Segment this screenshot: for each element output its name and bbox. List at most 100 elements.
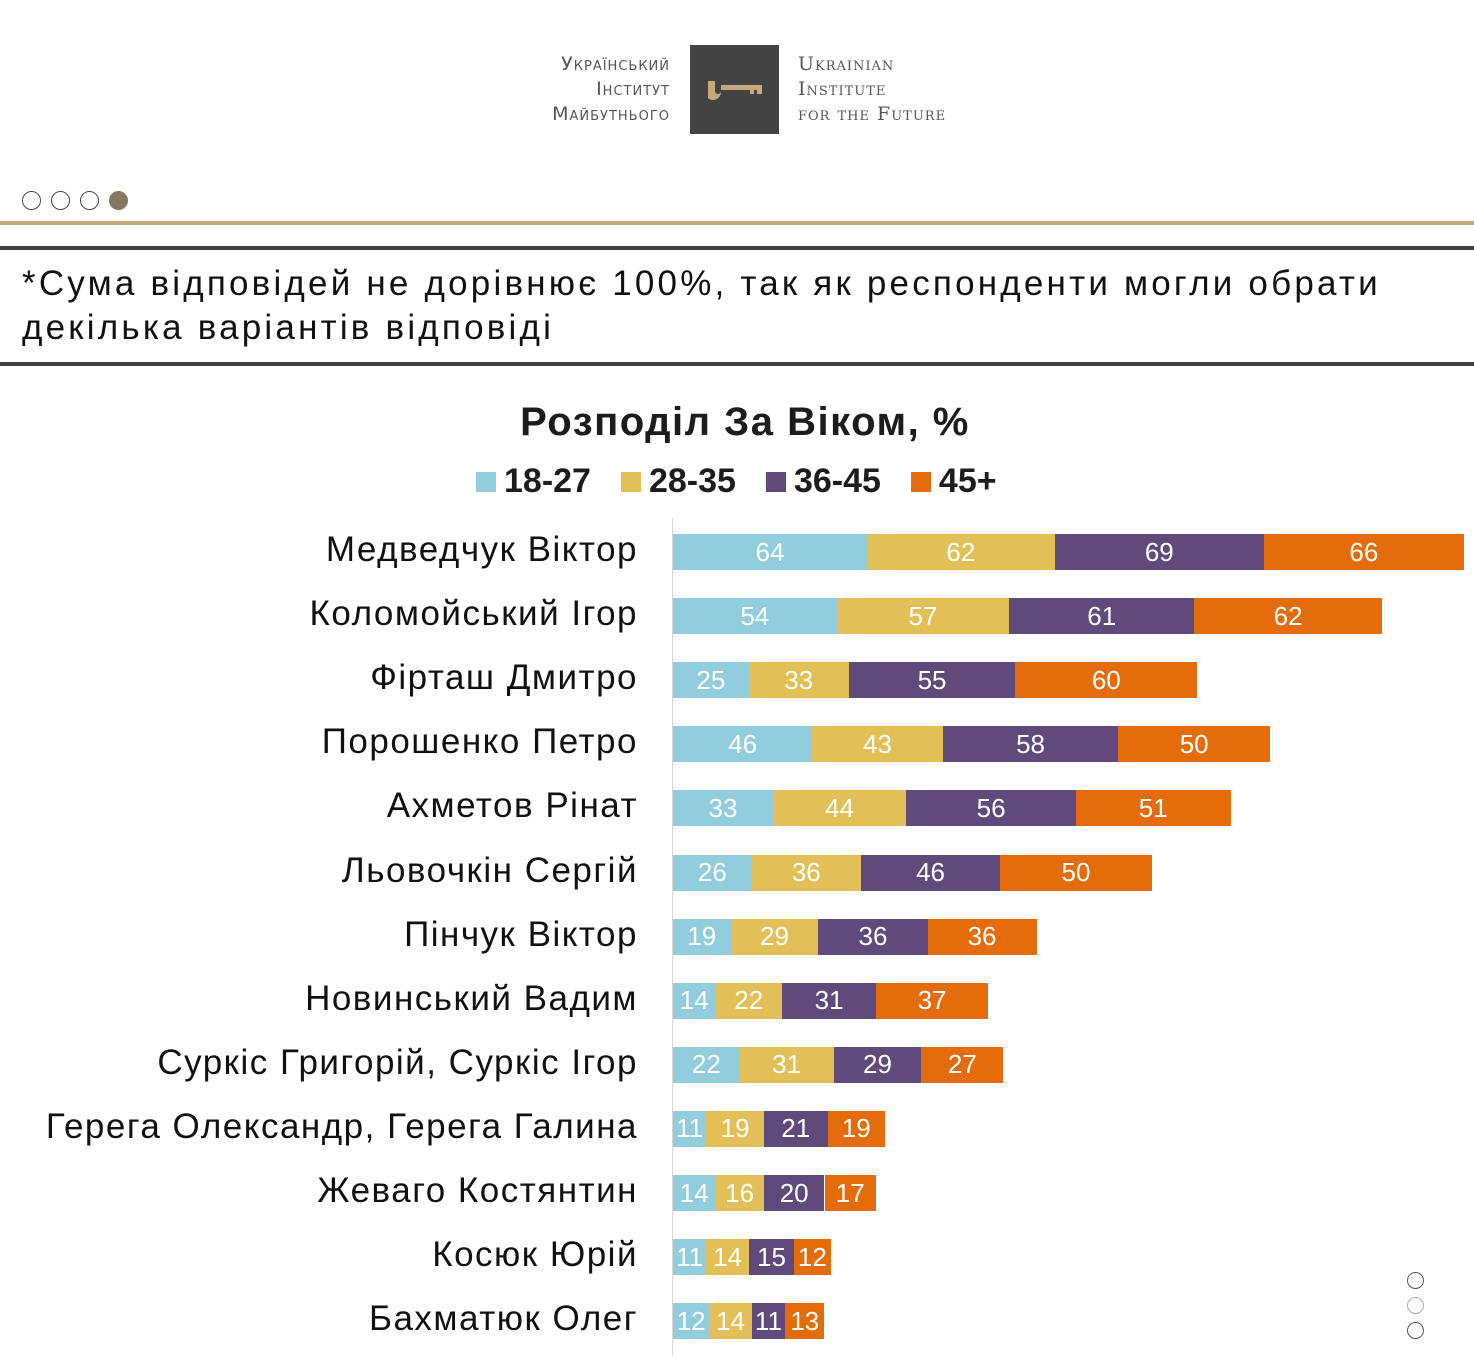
side-pagination-dot-3[interactable] — [1407, 1322, 1424, 1339]
category-label: Фірташ Дмитро — [370, 658, 638, 698]
logo-text-ua: Український Інститут Майбутнього — [552, 52, 670, 127]
legend-swatch — [765, 471, 786, 492]
category-axis-line — [672, 518, 673, 1356]
legend-swatch — [476, 471, 496, 492]
bar-segment-45+: 19 — [827, 1110, 886, 1147]
category-label: Герега Олександр, Герега Галина — [45, 1106, 638, 1146]
bar-segment-28-35: 62 — [866, 534, 1055, 570]
bar-segment-28-35: 33 — [748, 662, 849, 699]
category-label: Медведчук Віктор — [325, 530, 638, 569]
pagination-dot-3[interactable] — [80, 191, 99, 210]
bar-segment-28-35: 14 — [709, 1303, 752, 1340]
bar-segment-36-45: 21 — [763, 1110, 828, 1147]
side-pagination-dot-2[interactable] — [1407, 1297, 1424, 1314]
footnote: *Сума відповідей не дорівнює 100%, так я… — [22, 264, 1381, 347]
bar-segment-36-45: 69 — [1054, 534, 1264, 570]
category-label: Льовочкін Сергій — [341, 850, 638, 890]
logo-ua-line-1: Український — [561, 53, 670, 75]
bar-segment-45+: 50 — [1000, 854, 1152, 891]
bar-segment-18-27: 46 — [673, 726, 813, 763]
bar-segment-28-35: 19 — [706, 1110, 764, 1147]
bar-segment-28-35: 36 — [751, 854, 861, 891]
logo-en-line-3: for the Future — [798, 103, 947, 125]
bar-segment-18-27: 14 — [673, 1175, 716, 1211]
legend-swatch — [910, 471, 931, 492]
bar-segment-36-45: 58 — [942, 726, 1119, 763]
chart-title: Розподіл За Віком, % — [520, 400, 970, 444]
bar-segment-18-27: 33 — [673, 790, 773, 827]
category-label: Жеваго Костянтин — [317, 1171, 638, 1210]
note-top-divider — [0, 246, 1474, 250]
legend-item-28-35: 28-35 — [620, 462, 736, 501]
bar-segment-18-27: 26 — [673, 854, 752, 891]
bar-segment-36-45: 61 — [1009, 598, 1195, 635]
bar-segment-45+: 60 — [1015, 662, 1198, 699]
category-label: Коломойський Ігор — [309, 594, 638, 634]
bar-segment-45+: 66 — [1263, 534, 1464, 570]
chart-legend: 18-27 28-35 36-45 45+ — [476, 462, 997, 501]
legend-item-18-27: 18-27 — [476, 462, 591, 501]
pagination-dot-4[interactable] — [109, 191, 128, 210]
bar-segment-36-45: 11 — [751, 1303, 786, 1340]
bar-segment-45+: 12 — [794, 1239, 831, 1276]
bar-segment-36-45: 55 — [848, 662, 1016, 699]
pagination-dot-1[interactable] — [22, 191, 41, 210]
bar-segment-36-45: 56 — [906, 790, 1076, 827]
bar-segment-18-27: 54 — [673, 598, 837, 635]
institute-logo: Український Інститут Майбутнього Ukraini… — [0, 0, 1474, 150]
bar-segment-28-35: 31 — [739, 1046, 834, 1083]
bar-segment-36-45: 29 — [833, 1046, 922, 1083]
bar-segment-28-35: 29 — [730, 918, 819, 955]
bar-segment-45+: 37 — [876, 982, 989, 1019]
legend-item-36-45: 36-45 — [765, 462, 881, 501]
side-pagination-dot-1[interactable] — [1407, 1272, 1424, 1289]
bar-segment-45+: 51 — [1075, 790, 1231, 827]
slide-pagination — [22, 191, 128, 210]
category-label: Косюк Юрій — [432, 1235, 638, 1275]
gold-divider — [0, 221, 1474, 225]
pagination-dot-2[interactable] — [51, 191, 70, 210]
bar-segment-28-35: 57 — [836, 598, 1010, 635]
logo-mark — [690, 45, 779, 134]
logo-en-line-2: Institute — [798, 78, 887, 100]
bar-segment-28-35: 44 — [772, 790, 907, 827]
bar-segment-18-27: 19 — [673, 918, 731, 955]
bar-segment-45+: 17 — [824, 1175, 876, 1211]
legend-swatch — [620, 471, 641, 492]
category-label: Пінчук Віктор — [404, 914, 638, 954]
bar-segment-18-27: 64 — [673, 534, 867, 570]
bar-segment-18-27: 11 — [673, 1110, 707, 1147]
bar-segment-36-45: 20 — [763, 1175, 825, 1211]
bar-segment-36-45: 36 — [818, 918, 928, 955]
bar-segment-28-35: 22 — [715, 982, 783, 1019]
bar-segment-18-27: 25 — [673, 662, 749, 699]
bar-segment-45+: 13 — [785, 1303, 825, 1340]
category-label: Суркіс Григорій, Суркіс Ігор — [157, 1042, 638, 1082]
side-pagination — [1407, 1272, 1424, 1339]
bar-segment-18-27: 22 — [673, 1046, 740, 1083]
legend-item-45+: 45+ — [910, 462, 997, 501]
legend-label: 36-45 — [793, 462, 881, 500]
bar-segment-28-35: 14 — [706, 1239, 749, 1276]
bar-segment-18-27: 14 — [673, 982, 716, 1019]
key-icon — [708, 81, 762, 100]
legend-label: 18-27 — [504, 462, 591, 500]
bar-segment-18-27: 11 — [673, 1239, 707, 1276]
bar-segment-28-35: 43 — [812, 726, 943, 763]
logo-ua-line-3: Майбутнього — [552, 103, 670, 125]
logo-en-line-1: Ukrainian — [798, 53, 895, 75]
legend-label: 28-35 — [648, 462, 736, 500]
category-label: Порошенко Петро — [321, 722, 638, 762]
legend-label: 45+ — [938, 462, 997, 500]
bar-segment-36-45: 15 — [748, 1239, 795, 1276]
bar-segment-45+: 50 — [1118, 726, 1270, 763]
bar-segment-45+: 36 — [927, 918, 1037, 955]
bar-segment-18-27: 12 — [673, 1303, 710, 1340]
logo-text-en: Ukrainian Institute for the Future — [798, 52, 946, 127]
bar-segment-45+: 62 — [1194, 598, 1383, 635]
category-label: Новинський Вадим — [305, 978, 638, 1018]
bar-segment-36-45: 31 — [782, 982, 876, 1019]
logo-ua-line-2: Інститут — [596, 78, 670, 100]
bar-segment-28-35: 16 — [715, 1175, 764, 1211]
note-bottom-divider — [0, 362, 1474, 366]
